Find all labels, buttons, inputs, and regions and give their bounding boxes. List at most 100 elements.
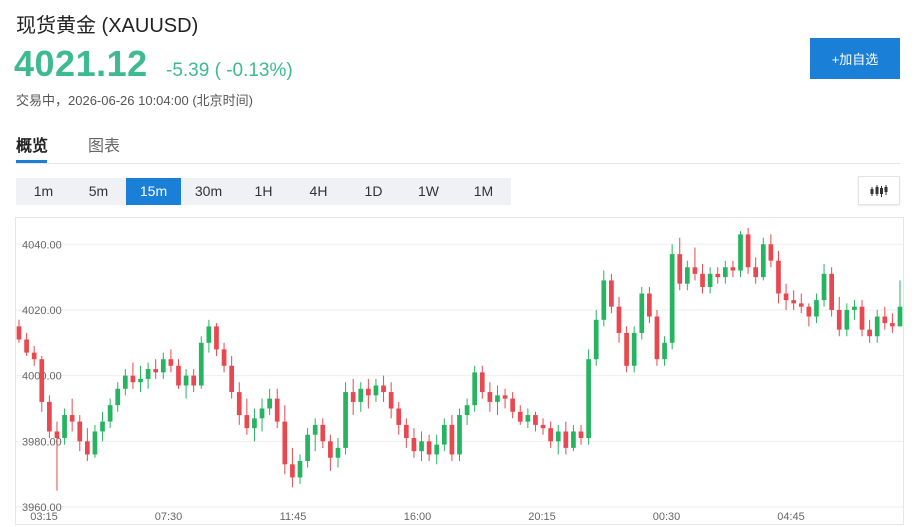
candle-body xyxy=(700,273,705,287)
candle-body xyxy=(39,359,45,402)
candle-body xyxy=(791,300,797,304)
candle-body xyxy=(343,392,348,448)
candle-body xyxy=(821,273,827,301)
candle-body xyxy=(69,415,75,422)
candle-body xyxy=(616,306,622,333)
candle-body xyxy=(487,392,493,402)
interval-1w[interactable]: 1W xyxy=(418,183,439,199)
candle-body xyxy=(350,392,356,402)
candle-body xyxy=(198,342,204,386)
candle-body xyxy=(806,306,812,317)
x-tick-label: 04:45 xyxy=(777,511,805,523)
candle-body xyxy=(563,431,569,448)
x-tick-label: 16:00 xyxy=(404,511,432,523)
interval-1m[interactable]: 1m xyxy=(33,183,54,199)
active-tab-indicator xyxy=(16,160,47,163)
candle-body xyxy=(191,375,197,386)
candle-body xyxy=(836,309,842,330)
price-chart[interactable]: 4040.004020.004000.003980.003960.0003:15… xyxy=(15,217,904,525)
candle-body xyxy=(647,293,652,317)
candle-body xyxy=(312,424,318,435)
candle-body xyxy=(396,408,402,425)
candle-body xyxy=(320,424,326,442)
candle-body xyxy=(388,392,394,409)
candle-body xyxy=(267,398,272,409)
candle-body xyxy=(328,441,333,458)
tab-overview[interactable]: 概览 xyxy=(16,138,49,155)
price-change: -5.39 ( -0.13%) xyxy=(166,60,293,81)
y-tick-label: 3980.00 xyxy=(22,436,62,448)
add-watchlist-button[interactable]: +加自选 xyxy=(810,38,900,79)
candle-body xyxy=(176,365,181,386)
candle-body xyxy=(495,395,500,402)
candle-body xyxy=(403,424,409,439)
candle-body xyxy=(449,424,455,455)
candle-body xyxy=(419,441,424,452)
candle-body xyxy=(47,401,52,432)
candle-body xyxy=(859,306,865,330)
candle-body xyxy=(555,431,561,442)
candle-body xyxy=(510,398,516,412)
candle-body xyxy=(84,441,90,455)
candle-body xyxy=(115,388,121,406)
tab-bar: 概览 图表 xyxy=(16,126,900,164)
candle-body xyxy=(122,375,128,389)
candle-body xyxy=(92,431,98,455)
candle-body xyxy=(692,267,698,274)
candle-body xyxy=(358,388,364,402)
candle-body xyxy=(274,398,280,422)
candle-body xyxy=(221,349,227,366)
candle-body xyxy=(722,267,728,278)
candle-body xyxy=(745,234,751,268)
candle-body xyxy=(290,464,295,478)
candle-body xyxy=(305,434,310,462)
candle-body xyxy=(548,428,553,442)
candle-body xyxy=(609,280,614,307)
candle-body xyxy=(654,316,660,360)
candle-body xyxy=(244,415,250,429)
candle-body xyxy=(464,405,470,416)
candle-body xyxy=(16,326,22,340)
candlestick-chart[interactable]: 4040.004020.004000.003980.003960.0003:15… xyxy=(16,218,903,524)
candle-body xyxy=(236,392,242,416)
candle-body xyxy=(62,415,67,439)
candle-body xyxy=(366,388,371,396)
candle-body xyxy=(31,352,37,360)
interval-4h[interactable]: 4H xyxy=(309,183,328,199)
candle-body xyxy=(381,385,386,393)
instrument-title: 现货黄金 (XAUUSD) xyxy=(16,15,199,37)
candle-body xyxy=(571,431,576,448)
candle-body xyxy=(707,273,713,287)
candle-body xyxy=(601,280,607,320)
interval-selector: 1m 5m 15m 30m 1H 4H 1D 1W 1M xyxy=(16,178,511,205)
chart-type-button[interactable] xyxy=(858,176,900,205)
candle-body xyxy=(130,375,136,383)
candle-body xyxy=(100,421,105,432)
candle-body xyxy=(533,415,538,425)
y-tick-label: 3960.00 xyxy=(22,502,62,514)
candle-body xyxy=(798,303,804,307)
candle-body xyxy=(897,306,903,327)
tab-chart[interactable]: 图表 xyxy=(88,138,121,155)
candle-body xyxy=(882,316,888,324)
candle-body xyxy=(776,260,781,294)
interval-15m[interactable]: 15m xyxy=(126,178,181,205)
candle-body xyxy=(252,418,257,429)
candle-body xyxy=(631,332,637,366)
candle-body xyxy=(441,424,447,445)
candle-body xyxy=(502,395,508,399)
candle-body xyxy=(214,326,219,350)
candle-body xyxy=(867,329,872,337)
candle-body xyxy=(669,254,675,343)
x-tick-label: 20:15 xyxy=(528,511,556,523)
candle-body xyxy=(639,293,645,333)
interval-1d[interactable]: 1D xyxy=(364,183,383,199)
candle-body xyxy=(760,244,766,278)
interval-1h[interactable]: 1H xyxy=(254,183,273,199)
candle-body xyxy=(24,339,29,353)
candle-body xyxy=(517,411,523,422)
interval-30m[interactable]: 30m xyxy=(194,183,223,199)
interval-1mo[interactable]: 1M xyxy=(473,183,494,199)
interval-5m[interactable]: 5m xyxy=(88,183,109,199)
candle-body xyxy=(715,273,721,278)
